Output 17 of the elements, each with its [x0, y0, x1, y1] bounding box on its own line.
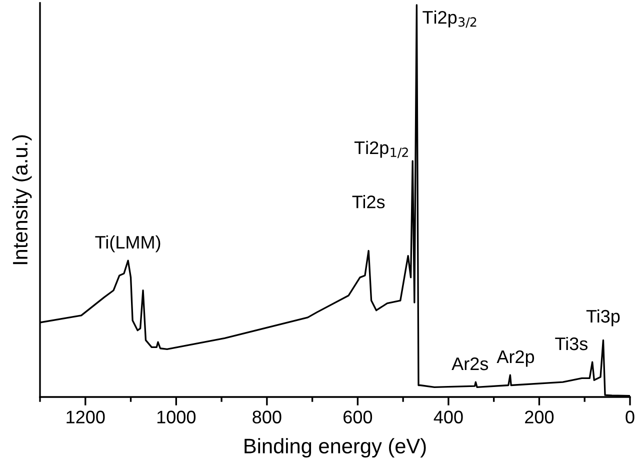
x-tick-label: 1200: [66, 410, 105, 424]
x-axis-title: Binding energy (eV): [244, 438, 426, 458]
x-tick-label: 600: [344, 410, 372, 424]
annotation: Ar2s: [452, 357, 488, 370]
x-tick-label: 200: [525, 410, 554, 424]
y-axis-title: Intensity (a.u.): [12, 135, 32, 264]
annotation: Ti2p$_{1/2}$: [354, 140, 408, 158]
annotation: Ti(LMM): [95, 235, 160, 252]
annotation: Ti2p$_{3/2}$: [422, 10, 476, 28]
x-tick-label: 0: [626, 410, 634, 424]
annotation: Ti3p: [586, 309, 620, 326]
annotation: Ar2p: [496, 350, 534, 367]
annotation: Ti2s: [352, 195, 385, 208]
x-tick-label: 1000: [157, 410, 196, 424]
x-tick-label: 400: [434, 410, 463, 424]
annotation: Ti3s: [555, 336, 588, 350]
x-tick-label: 800: [252, 410, 282, 424]
